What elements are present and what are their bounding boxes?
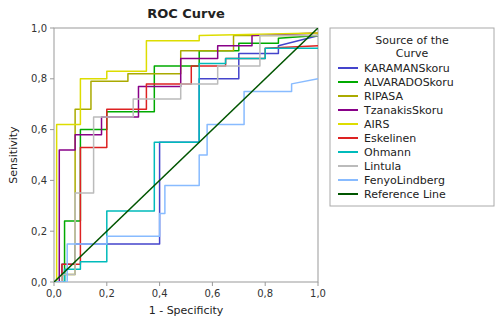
legend-swatch bbox=[338, 95, 358, 97]
x-tick bbox=[106, 282, 107, 286]
x-tick-label: 0,4 bbox=[152, 288, 168, 299]
legend: Source of theCurve KARAMANSkoruALVARADOSk… bbox=[330, 28, 494, 206]
series-line bbox=[54, 36, 318, 282]
legend-title: Source of theCurve bbox=[375, 34, 449, 60]
chart-title: ROC Curve bbox=[147, 6, 225, 21]
legend-swatch bbox=[338, 179, 358, 181]
series-line bbox=[54, 36, 318, 282]
legend-entry: Eskelinen bbox=[364, 132, 416, 145]
legend-swatch bbox=[338, 193, 358, 195]
y-tick-label: 0,6 bbox=[31, 124, 47, 135]
legend-entry: KARAMANSkoru bbox=[364, 62, 450, 75]
legend-entry: TzanakisSkoru bbox=[363, 104, 443, 117]
legend-entry: Reference Line bbox=[364, 188, 446, 201]
x-axis-label: 1 - Specificity bbox=[149, 304, 224, 317]
series-lines bbox=[54, 28, 318, 282]
series-line bbox=[54, 36, 318, 282]
y-tick-label: 0,4 bbox=[31, 175, 47, 186]
y-tick-label: 0,8 bbox=[31, 73, 47, 84]
legend-entry: FenyoLindberg bbox=[364, 174, 445, 187]
x-tick-label: 0,8 bbox=[257, 288, 273, 299]
y-axis-label: Sensitivity bbox=[7, 126, 20, 184]
y-tick bbox=[50, 180, 54, 181]
legend-swatch bbox=[338, 165, 358, 167]
y-tick bbox=[50, 28, 54, 29]
y-tick bbox=[50, 231, 54, 232]
x-tick-label: 0,2 bbox=[99, 288, 115, 299]
x-tick bbox=[54, 282, 55, 286]
legend-swatch bbox=[338, 109, 358, 111]
legend-box bbox=[330, 28, 494, 206]
legend-swatch bbox=[338, 81, 358, 83]
x-tick bbox=[318, 282, 319, 286]
legend-entry: ALVARADOSkoru bbox=[364, 76, 454, 89]
x-tick bbox=[265, 282, 266, 286]
legend-entry: AIRS bbox=[364, 118, 389, 131]
legend-swatch bbox=[338, 151, 358, 153]
legend-swatch bbox=[338, 137, 358, 139]
legend-entry: Ohmann bbox=[364, 146, 411, 159]
x-tick bbox=[159, 282, 160, 286]
legend-swatch bbox=[338, 123, 358, 125]
legend-entry: Lintula bbox=[364, 160, 401, 173]
y-tick-label: 0,0 bbox=[31, 277, 47, 288]
series-line bbox=[54, 36, 318, 282]
legend-entry: RIPASA bbox=[364, 90, 404, 103]
x-tick-label: 0,0 bbox=[46, 288, 62, 299]
x-tick-label: 1,0 bbox=[310, 288, 326, 299]
y-tick bbox=[50, 78, 54, 79]
y-tick-label: 0,2 bbox=[31, 226, 47, 237]
x-tick-label: 0,6 bbox=[204, 288, 220, 299]
y-tick bbox=[50, 129, 54, 130]
axes: 0,0 0,2 0,4 0,6 0,8 1,0 0,0 0,2 0,4 0,6 0,8 1,0 bbox=[31, 23, 326, 300]
plot-frame bbox=[54, 28, 318, 282]
chart: ROC Curve0,00,20,40,60,81,00,00,20,40,60… bbox=[0, 0, 500, 328]
series-line bbox=[54, 28, 318, 282]
x-tick bbox=[212, 282, 213, 286]
legend-swatch bbox=[338, 67, 358, 69]
y-tick bbox=[50, 282, 54, 283]
y-tick-label: 1,0 bbox=[31, 23, 47, 34]
series-line bbox=[54, 79, 318, 282]
